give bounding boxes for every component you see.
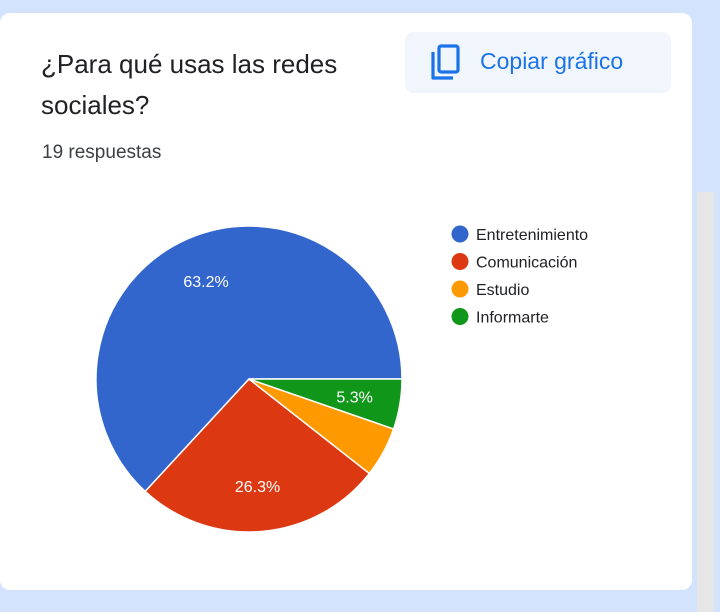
slice-label-entretenimiento: 63.2% bbox=[183, 274, 228, 291]
legend-label-informarte[interactable]: Informarte bbox=[476, 310, 549, 327]
legend-marker-informarte bbox=[451, 308, 469, 325]
legend-marker-comunicación bbox=[451, 253, 469, 270]
legend-label-estudio[interactable]: Estudio bbox=[476, 282, 529, 299]
response-count: 19 respuestas bbox=[42, 142, 162, 163]
legend-marker-entretenimiento bbox=[451, 225, 469, 243]
question-title: ¿Para qué usas las redes sociales? bbox=[41, 49, 338, 120]
pie-slice-informarte[interactable] bbox=[248, 378, 403, 430]
pie-slice-entretenimiento[interactable] bbox=[95, 225, 403, 493]
copy-chart-label: Copiar gráfico bbox=[480, 48, 624, 74]
legend-label-comunicación[interactable]: Comunicación bbox=[476, 255, 577, 272]
copy-icon bbox=[431, 44, 460, 80]
slice-label-informarte: 5.3% bbox=[336, 390, 372, 407]
legend-label-entretenimiento[interactable]: Entretenimiento bbox=[476, 227, 588, 244]
slice-label-comunicación: 26.3% bbox=[235, 479, 280, 496]
legend-marker-estudio bbox=[451, 280, 469, 298]
pie-slice-comunicación[interactable] bbox=[144, 377, 371, 533]
scrollbar-track[interactable] bbox=[697, 192, 714, 612]
copy-chart-button[interactable]: Copiar gráfico bbox=[405, 32, 671, 93]
